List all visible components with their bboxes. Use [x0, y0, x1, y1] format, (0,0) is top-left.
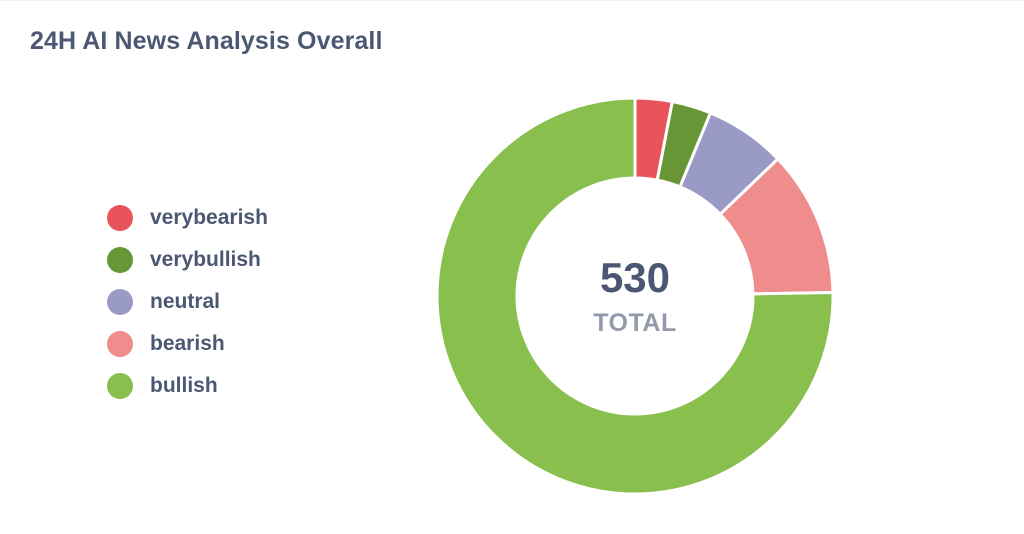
donut-svg — [435, 96, 835, 496]
legend-label-bearish: bearish — [150, 332, 225, 355]
chart-legend: verybearish verybullish neutral bearish … — [107, 197, 268, 407]
legend-label-neutral: neutral — [150, 290, 221, 313]
chart-title: 24H AI News Analysis Overall — [30, 27, 383, 55]
legend-label-verybullish: verybullish — [150, 248, 261, 271]
legend-dot-neutral — [107, 289, 133, 315]
legend-item-bullish[interactable]: bullish — [107, 365, 268, 407]
legend-item-verybearish[interactable]: verybearish — [107, 197, 268, 239]
legend-item-neutral[interactable]: neutral — [107, 281, 268, 323]
legend-dot-bullish — [107, 373, 133, 399]
legend-item-verybullish[interactable]: verybullish — [107, 239, 268, 281]
donut-chart: 530 TOTAL — [430, 91, 840, 501]
legend-dot-bearish — [107, 331, 133, 357]
legend-dot-verybearish — [107, 205, 133, 231]
legend-label-bullish: bullish — [150, 374, 218, 397]
legend-label-verybearish: verybearish — [150, 206, 268, 229]
legend-item-bearish[interactable]: bearish — [107, 323, 268, 365]
donut-slice-bullish[interactable] — [435, 96, 835, 496]
legend-dot-verybullish — [107, 247, 133, 273]
